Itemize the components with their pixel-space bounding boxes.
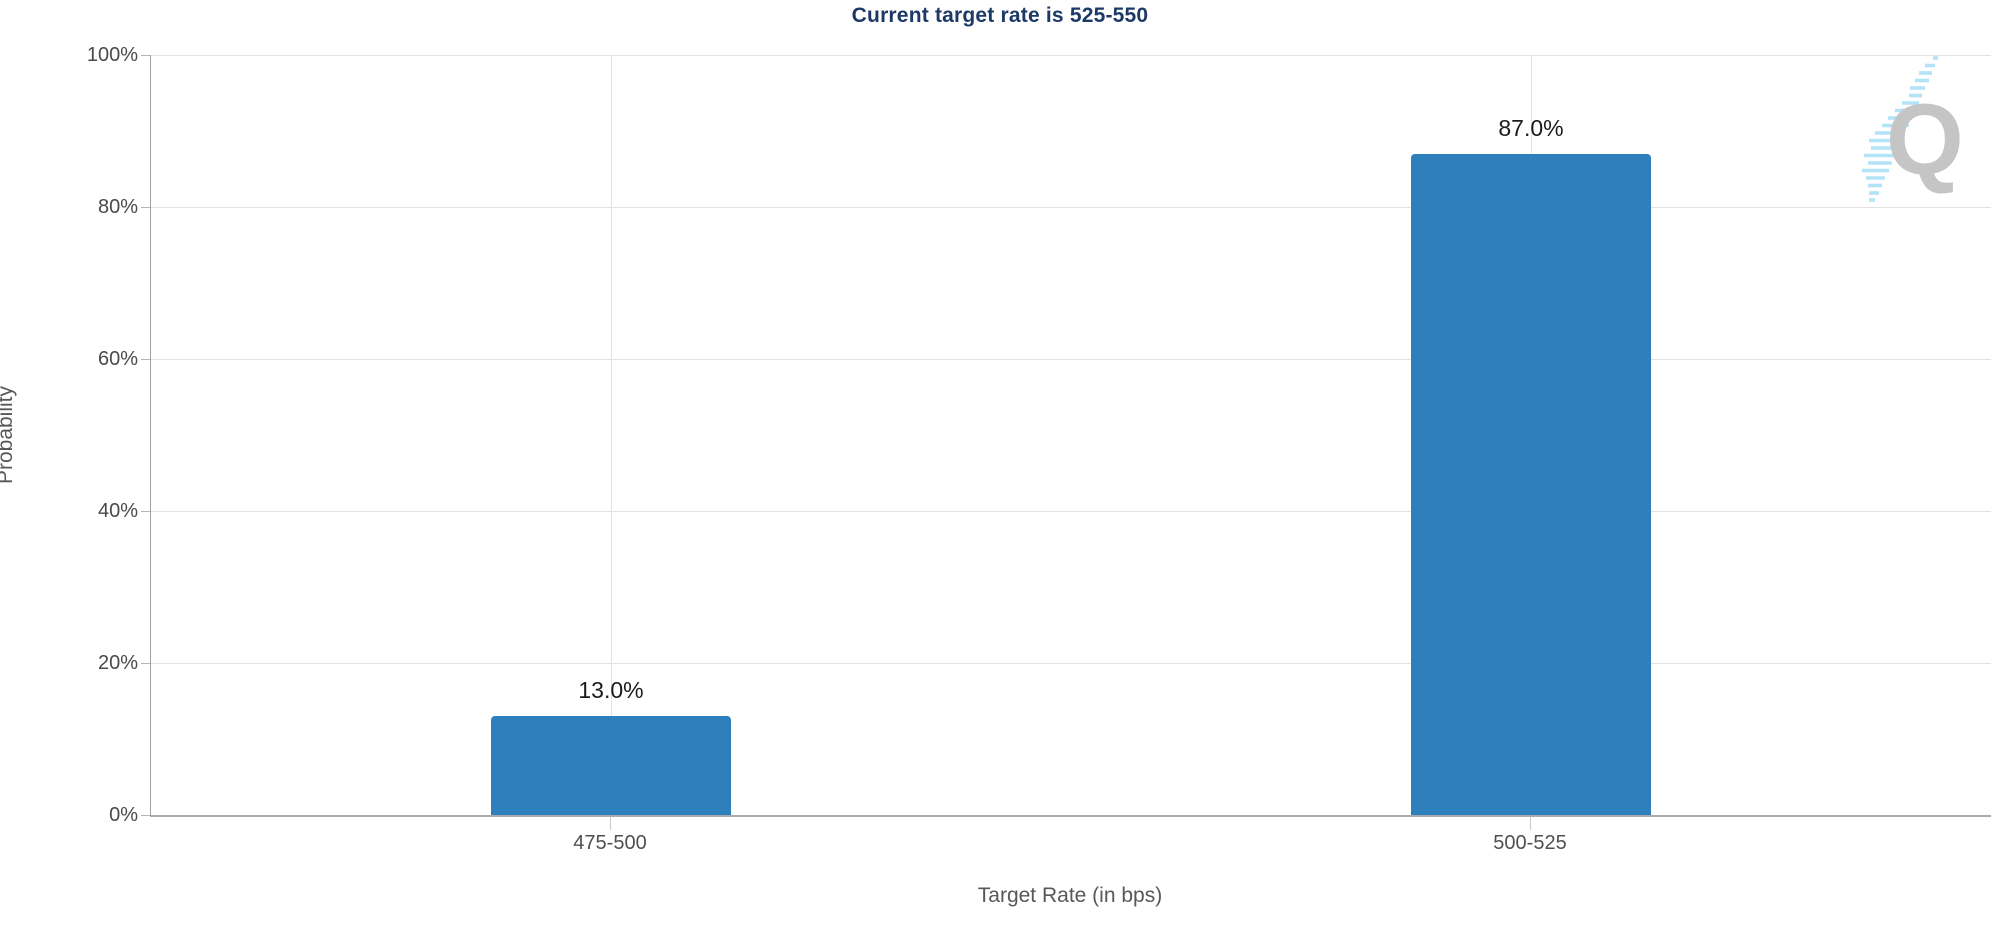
y-tick-mark xyxy=(141,815,150,816)
logo-q-letter: Q xyxy=(1886,84,1964,196)
bar-value-label: 87.0% xyxy=(1498,114,1564,141)
y-tick-mark xyxy=(141,663,150,664)
logo-swoosh-icon xyxy=(1862,56,1938,202)
x-axis-title: Target Rate (in bps) xyxy=(977,884,1163,907)
x-gridline xyxy=(610,55,612,815)
y-tick-label: 0% xyxy=(109,804,138,826)
x-tick-label: 500-525 xyxy=(1493,832,1567,854)
y-gridline xyxy=(151,662,1991,664)
probability-bar[interactable] xyxy=(491,716,731,815)
x-tick-label: 475-500 xyxy=(573,832,647,854)
y-tick-label: 40% xyxy=(97,500,138,522)
probability-bar[interactable] xyxy=(1411,153,1651,815)
y-tick-mark xyxy=(141,55,150,56)
y-gridline xyxy=(151,358,1991,360)
chart-title: Current target rate is 525-550 xyxy=(851,4,1149,27)
y-tick-label: 100% xyxy=(86,44,138,66)
y-tick-label: 80% xyxy=(97,196,138,218)
bar-value-label: 13.0% xyxy=(578,677,644,704)
x-tick-mark xyxy=(1530,817,1531,830)
quikstrike-logo: Q xyxy=(1852,52,1967,210)
y-tick-mark xyxy=(141,359,150,360)
plot-area: 13.0% 87.0% xyxy=(150,54,1991,817)
x-tick-mark xyxy=(610,817,611,830)
y-gridline xyxy=(151,54,1991,56)
y-gridline xyxy=(151,206,1991,208)
y-gridline xyxy=(151,510,1991,512)
y-tick-label: 20% xyxy=(97,652,138,674)
y-tick-mark xyxy=(141,207,150,208)
y-tick-label: 60% xyxy=(97,348,138,370)
y-tick-mark xyxy=(141,511,150,512)
